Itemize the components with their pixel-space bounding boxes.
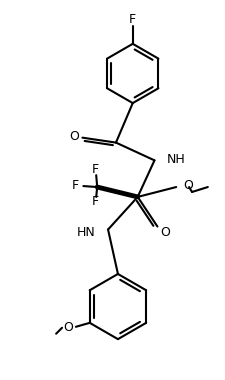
Text: F: F xyxy=(91,163,98,176)
Text: NH: NH xyxy=(166,153,184,166)
Text: O: O xyxy=(63,321,73,334)
Text: F: F xyxy=(72,179,79,192)
Text: F: F xyxy=(129,13,136,25)
Text: O: O xyxy=(69,130,79,143)
Text: HN: HN xyxy=(76,226,95,239)
Text: F: F xyxy=(91,195,98,208)
Text: O: O xyxy=(160,226,169,239)
Text: O: O xyxy=(182,179,192,192)
